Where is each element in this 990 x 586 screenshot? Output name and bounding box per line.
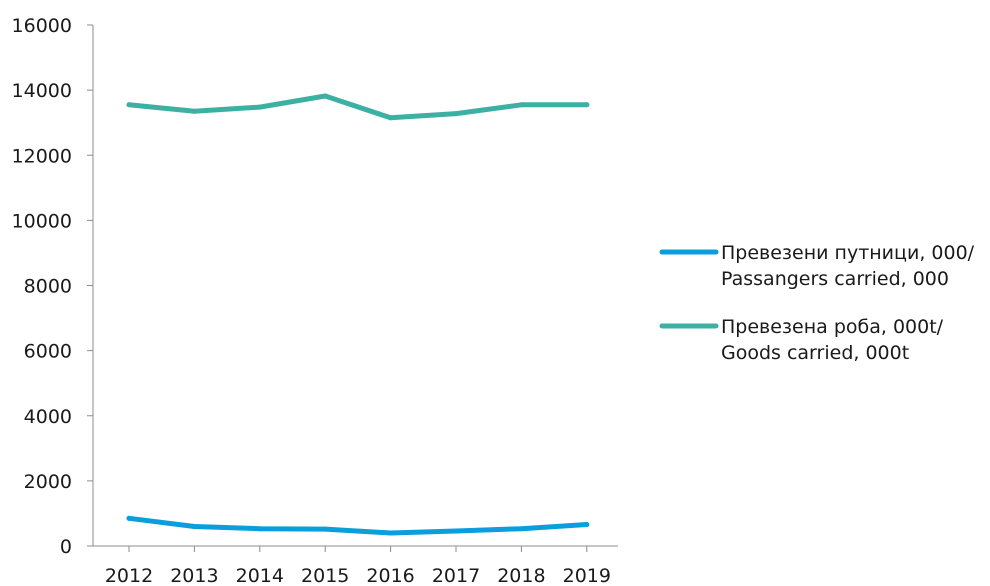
data-point bbox=[126, 515, 132, 521]
data-point bbox=[322, 526, 328, 532]
y-tick-label: 12000 bbox=[12, 145, 72, 167]
y-axis-ticks: 0 2000 4000 6000 8000 10000 12000 14000 16000 bbox=[12, 15, 93, 558]
x-tick-label: 2019 bbox=[563, 565, 611, 586]
x-tick-label: 2017 bbox=[432, 565, 480, 586]
data-point bbox=[191, 108, 197, 114]
data-point bbox=[388, 115, 394, 121]
y-tick-label: 2000 bbox=[24, 471, 72, 493]
data-point bbox=[518, 102, 524, 108]
legend-label: Passangers carried, 000 bbox=[721, 268, 949, 290]
series-layer bbox=[126, 93, 590, 536]
data-point bbox=[388, 530, 394, 536]
series-1 bbox=[126, 515, 590, 536]
y-tick-label: 0 bbox=[60, 536, 72, 558]
y-tick-label: 6000 bbox=[24, 341, 72, 363]
y-tick-label: 8000 bbox=[24, 276, 72, 298]
legend-label: Goods carried, 000t bbox=[721, 342, 909, 364]
x-tick-label: 2018 bbox=[497, 565, 545, 586]
y-tick-label: 4000 bbox=[24, 406, 72, 428]
data-point bbox=[322, 93, 328, 99]
data-point bbox=[584, 522, 590, 528]
y-tick-label: 16000 bbox=[12, 15, 72, 37]
legend-label: Превезена роба, 000t/ bbox=[721, 316, 944, 338]
data-point bbox=[453, 111, 459, 117]
data-point bbox=[584, 102, 590, 108]
x-tick-label: 2012 bbox=[105, 565, 153, 586]
data-point bbox=[518, 526, 524, 532]
x-tick-label: 2015 bbox=[301, 565, 349, 586]
data-point bbox=[191, 523, 197, 529]
legend: Превезени путници, 000/Passangers carrie… bbox=[659, 242, 975, 364]
legend-item-2: Превезена роба, 000t/Goods carried, 000t bbox=[659, 316, 944, 364]
x-axis-ticks: 2012 2013 2014 2015 2016 2017 2018 2019 bbox=[105, 546, 611, 586]
legend-item-1: Превезени путници, 000/Passangers carrie… bbox=[659, 242, 975, 290]
y-tick-label: 14000 bbox=[12, 80, 72, 102]
data-point bbox=[126, 102, 132, 108]
data-point bbox=[453, 528, 459, 534]
x-tick-label: 2013 bbox=[170, 565, 218, 586]
x-tick-label: 2016 bbox=[366, 565, 414, 586]
series-line bbox=[126, 515, 590, 536]
data-point bbox=[257, 104, 263, 110]
chart-axes: 0 2000 4000 6000 8000 10000 12000 14000 16000 20… bbox=[12, 15, 618, 586]
series-2 bbox=[126, 93, 590, 121]
x-tick-label: 2014 bbox=[236, 565, 284, 586]
legend-label: Превезени путници, 000/ bbox=[721, 242, 975, 264]
y-tick-label: 10000 bbox=[12, 210, 72, 232]
data-point bbox=[257, 526, 263, 532]
series-line bbox=[126, 93, 590, 121]
